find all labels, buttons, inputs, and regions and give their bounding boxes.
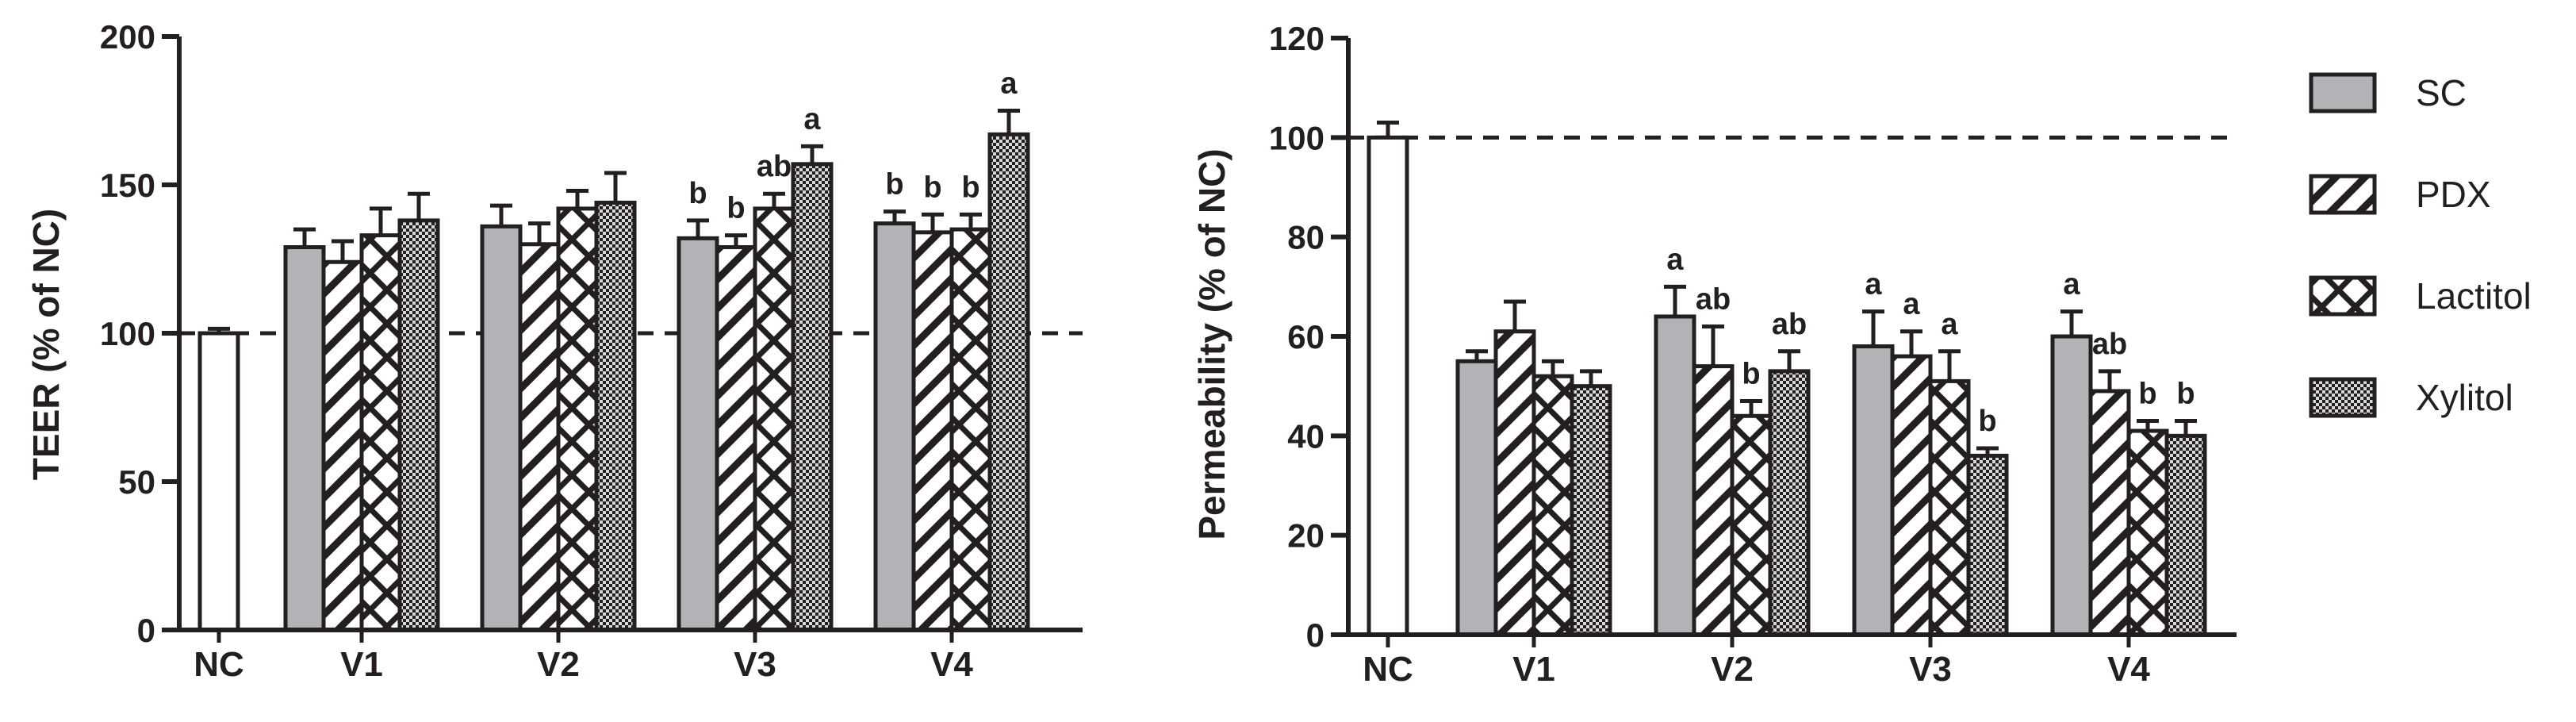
perm-bar-v3-pdx-sig-letter: a bbox=[1903, 288, 1920, 321]
perm-bar-v4-sc bbox=[2050, 334, 2093, 637]
perm-tick-label-nc: NC bbox=[1363, 650, 1413, 689]
teer-bar-v1-xylitol bbox=[397, 218, 440, 632]
perm-bar-v2-pdx bbox=[1692, 364, 1735, 637]
perm-bar-v2-xylitol-sig-letter: ab bbox=[1772, 308, 1807, 341]
perm-bar-v3-xylitol-sig-letter: b bbox=[1978, 405, 1996, 438]
teer-y-tick-label-200: 200 bbox=[100, 18, 155, 56]
perm-bar-v4-pdx-sig-letter: ab bbox=[2092, 328, 2127, 361]
teer-bar-v4-xylitol bbox=[987, 132, 1030, 632]
legend-label-pdx: PDX bbox=[2416, 174, 2491, 215]
perm-bar-v4-xylitol-sig-letter: b bbox=[2176, 378, 2195, 411]
teer-bar-nc bbox=[197, 331, 240, 632]
permeability-y-axis-title: Permeability (% of NC) bbox=[1191, 148, 1232, 540]
teer-bar-v4-sc bbox=[873, 221, 916, 632]
teer-y-tick-label-50: 50 bbox=[118, 463, 155, 501]
teer-bar-v3-pdx-sig-letter: b bbox=[726, 192, 745, 225]
teer-y-axis-title: TEER (% of NC) bbox=[25, 209, 67, 480]
teer-y-tick-label-150: 150 bbox=[100, 167, 155, 204]
teer-tick-label-v4: V4 bbox=[930, 645, 973, 684]
perm-bar-v3-sc bbox=[1852, 344, 1895, 637]
teer-bar-v1-lactitol bbox=[359, 233, 402, 632]
legend-swatch-sc bbox=[2309, 72, 2377, 113]
perm-bar-v4-lactitol bbox=[2126, 428, 2169, 637]
perm-bar-v2-lactitol bbox=[1730, 413, 1773, 637]
legend-label-xylitol: Xylitol bbox=[2416, 377, 2513, 418]
perm-bar-v1-lactitol bbox=[1531, 374, 1574, 637]
perm-tick-label-v4: V4 bbox=[2107, 650, 2150, 689]
teer-bar-v4-lactitol-sig-letter: b bbox=[961, 171, 979, 204]
legend-swatch-xylitol bbox=[2309, 377, 2377, 418]
perm-tick-label-v2: V2 bbox=[1711, 650, 1754, 689]
perm-bar-v4-sc-sig-letter: a bbox=[2063, 268, 2080, 301]
perm-bar-nc bbox=[1367, 135, 1409, 637]
perm-y-tick-label-80: 80 bbox=[1287, 219, 1324, 256]
teer-bar-v3-lactitol bbox=[753, 206, 795, 632]
teer-bar-v3-sc-sig-letter: b bbox=[688, 177, 707, 210]
perm-tick-label-v3: V3 bbox=[1909, 650, 1952, 689]
perm-y-tick-label-120: 120 bbox=[1269, 20, 1324, 57]
perm-bar-v1-xylitol bbox=[1570, 384, 1612, 637]
legend-swatch-lactitol bbox=[2309, 275, 2377, 317]
perm-y-tick-label-100: 100 bbox=[1269, 119, 1324, 156]
teer-bar-v4-pdx-sig-letter: b bbox=[923, 171, 941, 204]
perm-bar-v4-xylitol bbox=[2164, 433, 2207, 637]
perm-y-tick-label-60: 60 bbox=[1287, 318, 1324, 355]
teer-bar-v2-sc bbox=[480, 224, 523, 632]
perm-bar-v2-sc bbox=[1654, 314, 1696, 637]
teer-bar-v2-pdx bbox=[518, 242, 561, 632]
perm-bar-v3-lactitol bbox=[1928, 378, 1971, 637]
teer-tick-label-v3: V3 bbox=[734, 645, 776, 684]
legend-label-sc: SC bbox=[2416, 72, 2467, 113]
teer-bar-v3-sc bbox=[677, 236, 719, 632]
perm-bar-v3-sc-sig-letter: a bbox=[1865, 268, 1882, 301]
legend: SC PDX Lactitol Xylitol bbox=[2309, 72, 2532, 418]
perm-bar-v3-lactitol-sig-letter: a bbox=[1941, 308, 1958, 341]
teer-tick-label-nc: NC bbox=[194, 645, 244, 684]
teer-y-tick-label-0: 0 bbox=[137, 612, 155, 649]
teer-bar-v1-sc bbox=[283, 245, 326, 632]
perm-bar-v3-pdx bbox=[1890, 354, 1933, 637]
teer-bar-v2-lactitol bbox=[556, 206, 599, 632]
perm-bar-v4-pdx bbox=[2088, 389, 2131, 637]
perm-bar-v2-xylitol bbox=[1768, 369, 1811, 637]
teer-tick-label-v1: V1 bbox=[340, 645, 383, 684]
teer-tick-label-v2: V2 bbox=[537, 645, 580, 684]
perm-bar-v2-sc-sig-letter: a bbox=[1666, 243, 1684, 276]
legend-label-lactitol: Lactitol bbox=[2416, 275, 2532, 317]
teer-bar-v3-xylitol-sig-letter: a bbox=[803, 102, 821, 136]
perm-bar-v4-lactitol-sig-letter: b bbox=[2138, 378, 2156, 411]
teer-bar-v3-pdx bbox=[715, 245, 757, 632]
perm-bar-v1-pdx bbox=[1493, 329, 1536, 637]
perm-bar-v3-xylitol bbox=[1966, 453, 2009, 637]
teer-bar-v4-pdx bbox=[911, 230, 954, 632]
perm-y-tick-label-40: 40 bbox=[1287, 417, 1324, 455]
perm-y-tick-label-20: 20 bbox=[1287, 517, 1324, 555]
perm-y-tick-label-0: 0 bbox=[1306, 616, 1324, 654]
perm-bar-v2-pdx-sig-letter: ab bbox=[1696, 282, 1731, 316]
teer-bar-v4-sc-sig-letter: b bbox=[885, 168, 903, 202]
teer-bar-v2-xylitol bbox=[594, 200, 637, 632]
perm-tick-label-v1: V1 bbox=[1512, 650, 1555, 689]
teer-bar-v3-xylitol bbox=[791, 162, 834, 632]
teer-y-tick-label-100: 100 bbox=[100, 315, 155, 352]
perm-bar-v2-lactitol-sig-letter: b bbox=[1742, 357, 1760, 390]
teer-bar-v1-pdx bbox=[321, 259, 364, 632]
teer-bar-v3-lactitol-sig-letter: ab bbox=[757, 150, 792, 183]
legend-swatch-pdx bbox=[2309, 174, 2377, 215]
teer-bar-v4-xylitol-sig-letter: a bbox=[1000, 67, 1018, 101]
teer-bar-v4-lactitol bbox=[949, 227, 992, 632]
perm-bar-v1-sc bbox=[1455, 359, 1498, 637]
